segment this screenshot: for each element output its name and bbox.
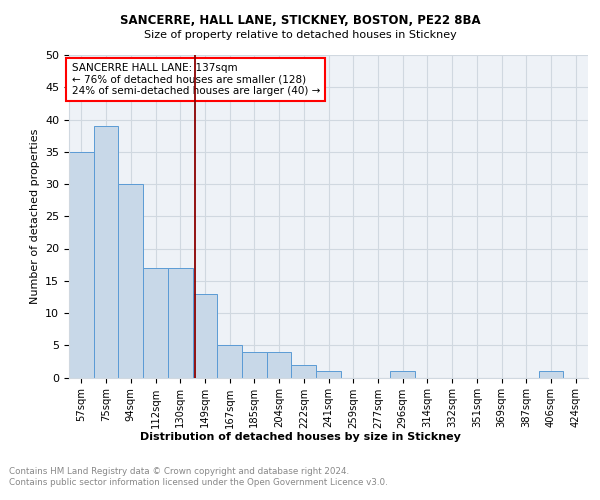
- Bar: [242, 352, 267, 378]
- Bar: [292, 364, 316, 378]
- Text: Size of property relative to detached houses in Stickney: Size of property relative to detached ho…: [143, 30, 457, 40]
- Bar: [193, 294, 217, 378]
- Bar: [94, 126, 118, 378]
- Bar: [118, 184, 143, 378]
- Y-axis label: Number of detached properties: Number of detached properties: [29, 128, 40, 304]
- Bar: [217, 345, 242, 378]
- Text: SANCERRE, HALL LANE, STICKNEY, BOSTON, PE22 8BA: SANCERRE, HALL LANE, STICKNEY, BOSTON, P…: [119, 14, 481, 27]
- Bar: [168, 268, 193, 378]
- Bar: [69, 152, 94, 378]
- Bar: [390, 371, 415, 378]
- Text: SANCERRE HALL LANE: 137sqm
← 76% of detached houses are smaller (128)
24% of sem: SANCERRE HALL LANE: 137sqm ← 76% of deta…: [71, 63, 320, 96]
- Text: Distribution of detached houses by size in Stickney: Distribution of detached houses by size …: [140, 432, 460, 442]
- Bar: [539, 371, 563, 378]
- Bar: [316, 371, 341, 378]
- Bar: [267, 352, 292, 378]
- Text: Contains HM Land Registry data © Crown copyright and database right 2024.
Contai: Contains HM Land Registry data © Crown c…: [9, 468, 388, 487]
- Bar: [143, 268, 168, 378]
